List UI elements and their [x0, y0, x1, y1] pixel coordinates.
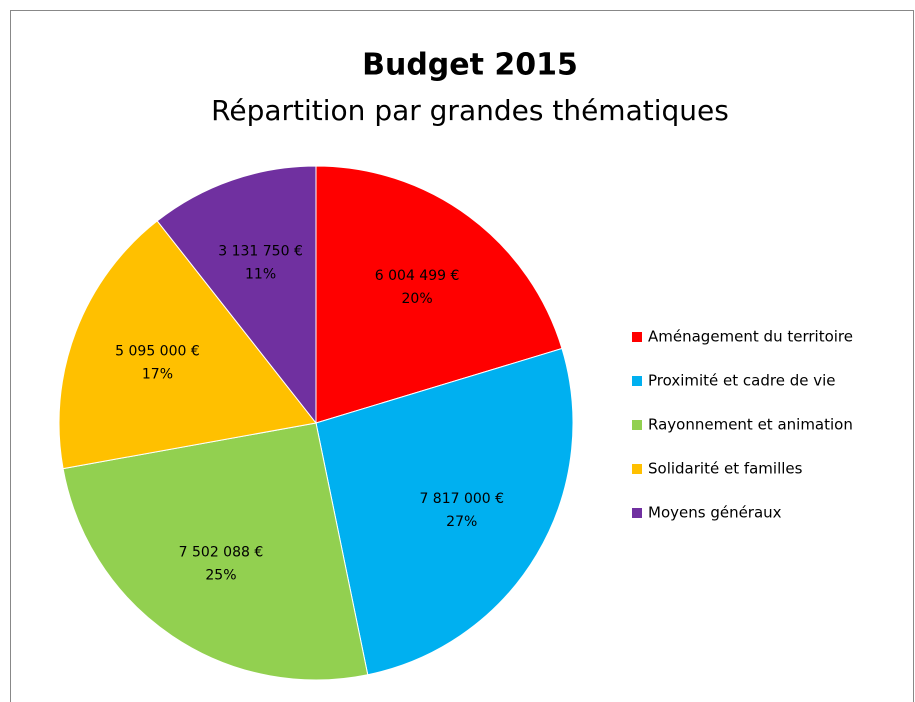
legend-swatch	[632, 420, 642, 430]
legend-swatch	[632, 332, 642, 342]
chart-title: Budget 2015	[362, 48, 578, 83]
legend-swatch	[632, 376, 642, 386]
percent-label: 25%	[205, 567, 236, 583]
pie-slice	[62, 422, 369, 681]
chart-subtitle: Répartition par grandes thématiques	[211, 94, 729, 127]
percent-label: 17%	[142, 367, 173, 383]
data-label: 7 502 088 €	[179, 544, 264, 560]
pie-slice	[156, 165, 317, 425]
legend-swatch	[632, 464, 642, 474]
pie-slice	[58, 220, 317, 470]
legend-label: Moyens généraux	[648, 504, 782, 522]
percent-label: 20%	[402, 291, 433, 307]
data-label: 6 004 499 €	[375, 268, 460, 284]
data-label: 3 131 750 €	[218, 244, 303, 260]
data-label: 7 817 000 €	[419, 491, 504, 507]
pie-slice	[315, 347, 574, 676]
percent-label: 11%	[245, 267, 276, 283]
legend-swatch	[632, 508, 642, 518]
legend-label: Rayonnement et animation	[648, 416, 853, 434]
legend-label: Aménagement du territoire	[648, 328, 853, 346]
legend-label: Proximité et cadre de vie	[648, 372, 836, 390]
data-label: 5 095 000 €	[115, 344, 200, 360]
legend-label: Solidarité et familles	[648, 460, 803, 478]
percent-label: 27%	[446, 514, 477, 530]
pie-slice	[315, 165, 563, 424]
